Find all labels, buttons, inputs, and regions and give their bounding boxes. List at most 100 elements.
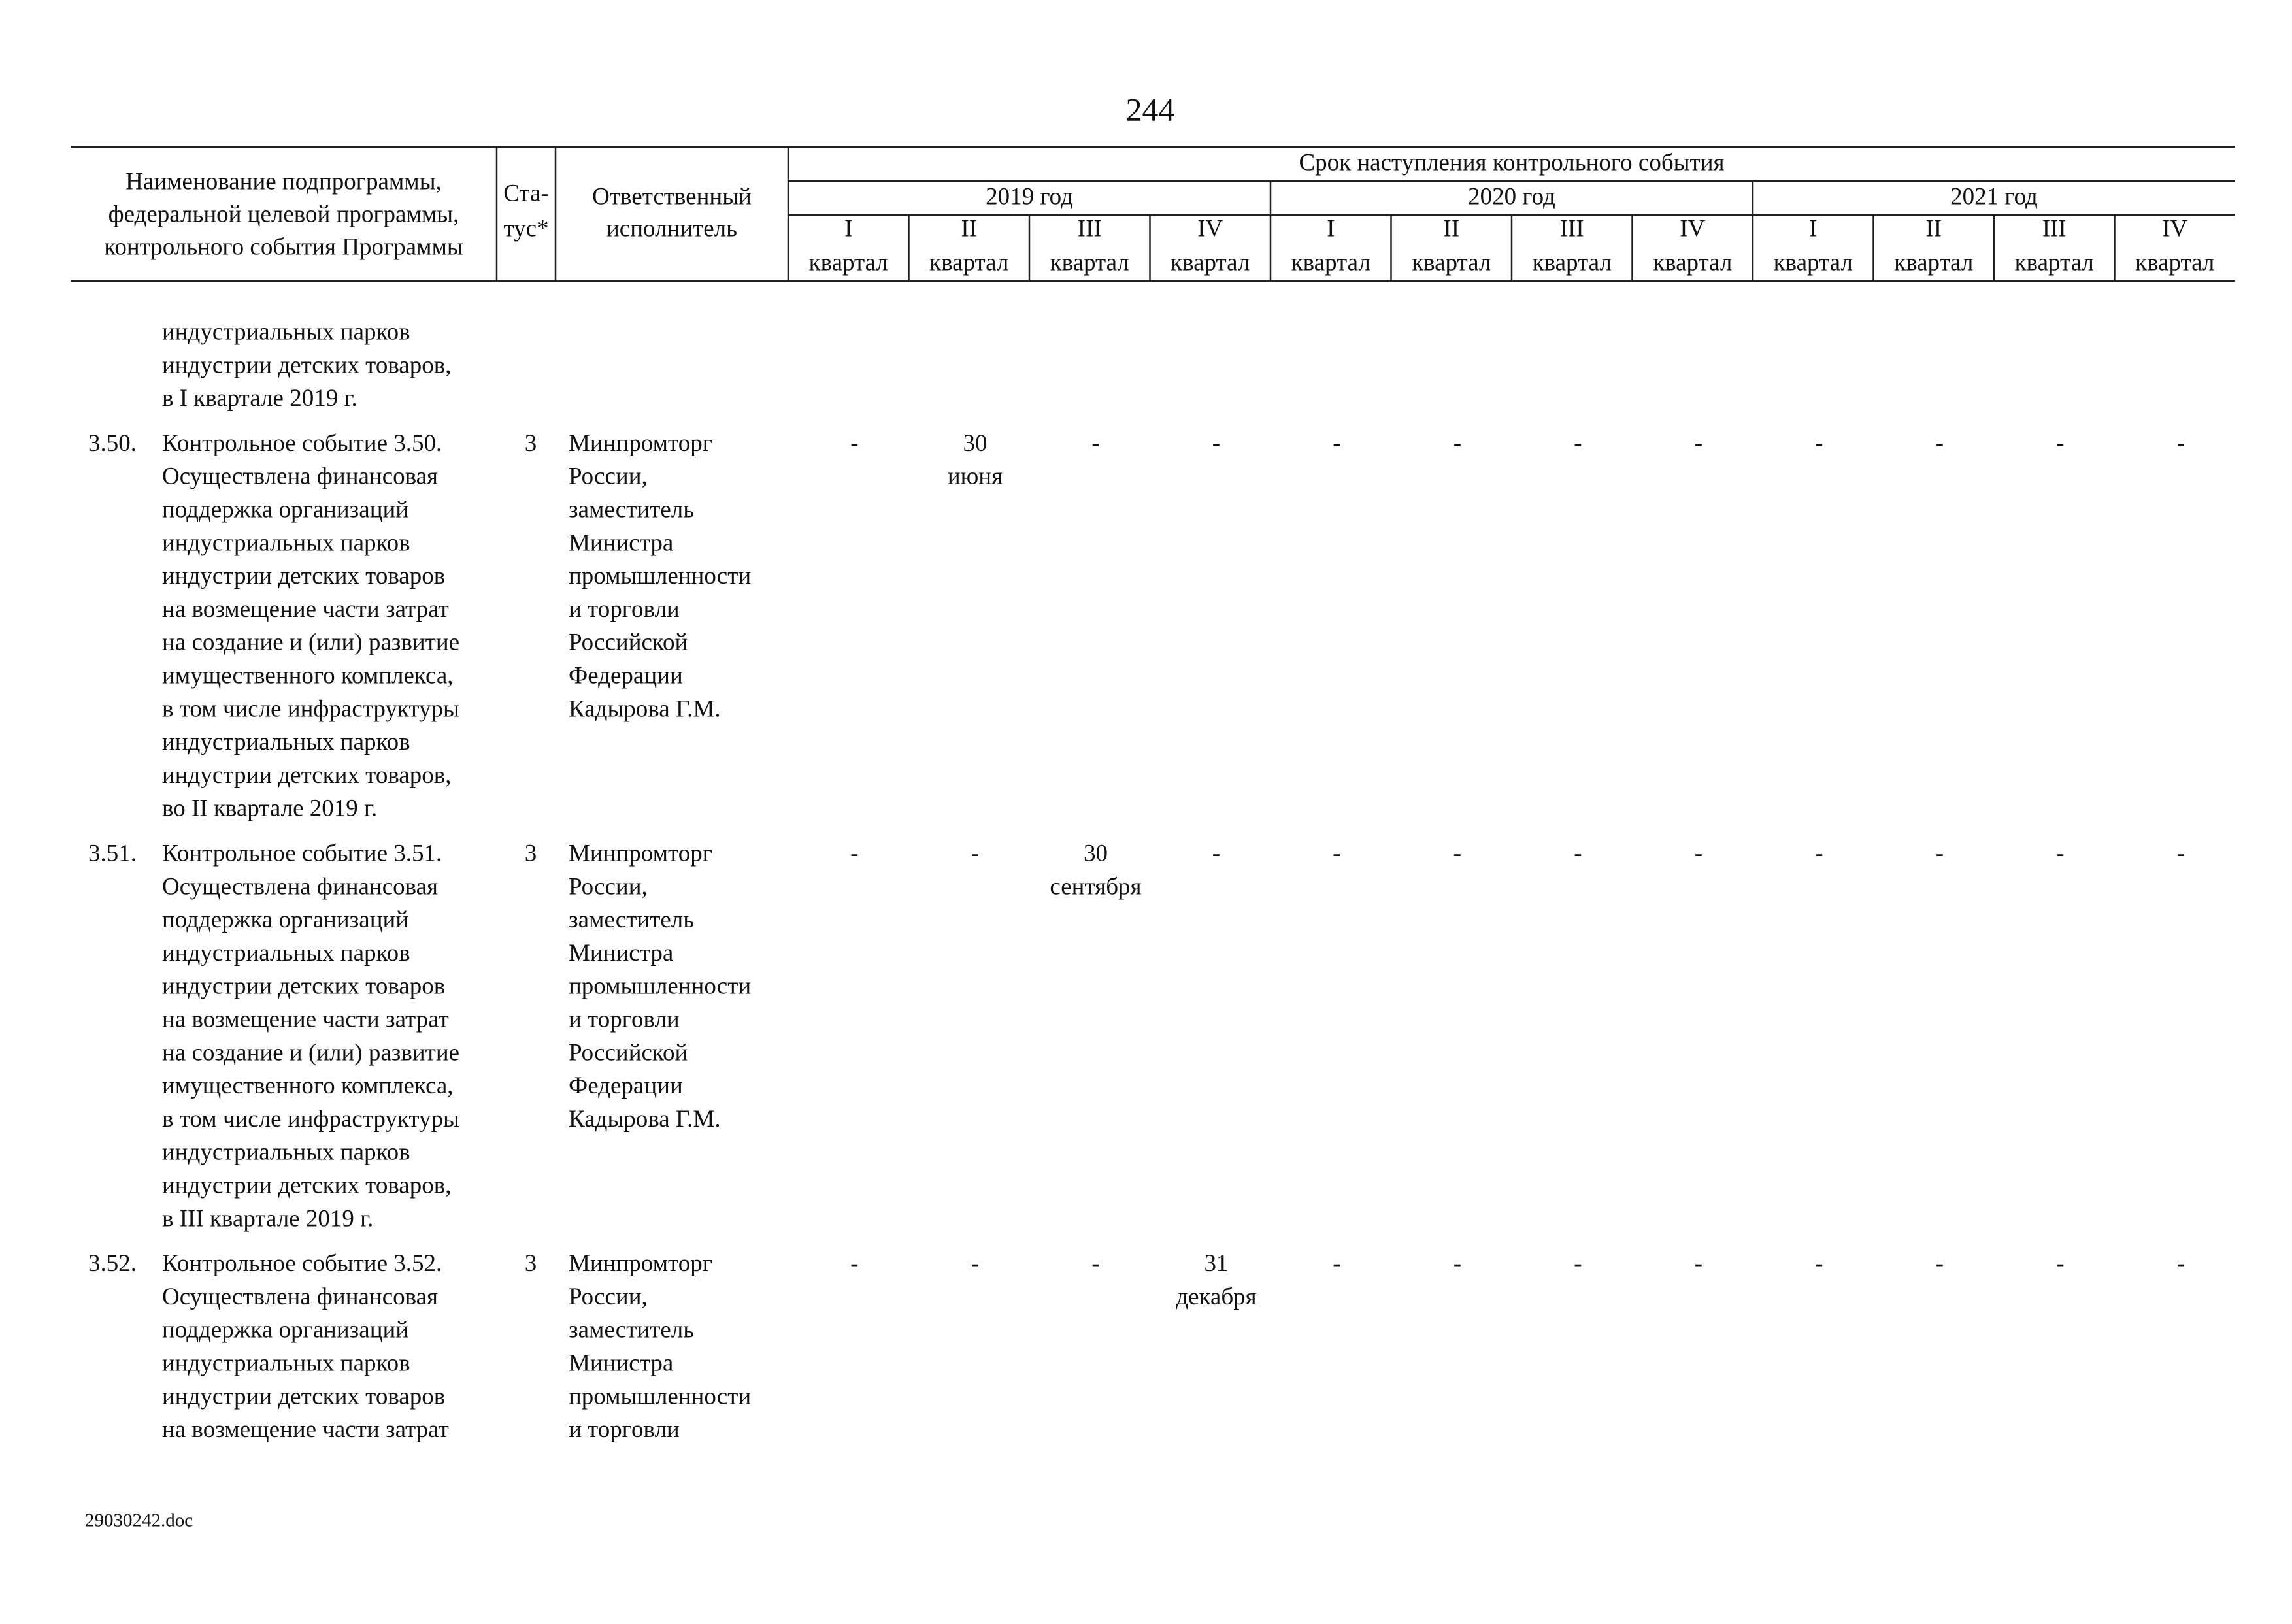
row-deadline: - <box>1936 1250 1944 1277</box>
row-name: имущественного комплекса, <box>162 662 454 689</box>
row-name: индустрии детских товаров <box>162 563 445 589</box>
row-deadline: - <box>2056 1250 2064 1277</box>
row-deadline: - <box>850 1250 858 1277</box>
row-deadline: - <box>2056 430 2064 457</box>
row-name: Осуществлена финансовая <box>162 1284 438 1310</box>
header-quarter: IV <box>2162 215 2187 242</box>
row-deadline: - <box>1815 1250 1823 1277</box>
row-deadline: - <box>1333 430 1340 457</box>
row-responsible: Минпромторг <box>569 430 712 457</box>
header-year: 2021 год <box>1950 183 2038 210</box>
header-quarter: квартал <box>1291 249 1370 276</box>
header-quarter: квартал <box>2015 249 2094 276</box>
header-quarter: II <box>1443 215 1459 242</box>
row-deadline: 30 <box>963 430 987 457</box>
row-name: на возмещение части затрат <box>162 1006 449 1033</box>
row-name: в III квартале 2019 г. <box>162 1205 373 1232</box>
row-name: индустриальных парков <box>162 318 410 345</box>
row-status: 3 <box>525 430 537 457</box>
row-responsible: Кадырова Г.М. <box>569 1106 721 1133</box>
row-responsible: и торговли <box>569 1416 680 1443</box>
row-deadline: 31 <box>1204 1250 1228 1277</box>
row-name: индустрии детских товаров, <box>162 1172 451 1199</box>
row-deadline: июня <box>948 463 1003 490</box>
row-responsible: заместитель <box>569 906 694 933</box>
header-status: Ста- <box>503 180 549 207</box>
header-quarter: квартал <box>929 249 1008 276</box>
row-responsible: Минпромторг <box>569 1250 712 1277</box>
row-responsible: Кадырова Г.М. <box>569 695 721 722</box>
header-quarter: II <box>961 215 977 242</box>
row-name: в том числе инфраструктуры <box>162 1106 459 1133</box>
header-quarter: квартал <box>1533 249 1612 276</box>
row-name: в том числе инфраструктуры <box>162 695 459 722</box>
row-responsible: Российской <box>569 629 688 656</box>
row-responsible: и торговли <box>569 596 680 623</box>
row-responsible: России, <box>569 463 648 490</box>
row-name: индустриальных парков <box>162 1139 410 1166</box>
header-name: федеральной целевой программы, <box>108 201 459 227</box>
row-number: 3.51. <box>88 840 137 867</box>
row-responsible: Министра <box>569 529 673 556</box>
row-responsible: Минпромторг <box>569 840 712 867</box>
row-name: Контрольное событие 3.50. <box>162 430 442 457</box>
header-status: тус* <box>503 215 548 242</box>
row-name: на возмещение части затрат <box>162 596 449 623</box>
header-quarter: I <box>1809 215 1817 242</box>
row-deadline: - <box>1695 1250 1702 1277</box>
row-responsible: Министра <box>569 1350 673 1376</box>
row-responsible: заместитель <box>569 496 694 523</box>
row-deadline: - <box>2056 840 2064 867</box>
row-responsible: промышленности <box>569 1383 751 1410</box>
header-quarter: III <box>2042 215 2067 242</box>
header-quarter: I <box>1327 215 1335 242</box>
header-quarter: квартал <box>1894 249 1973 276</box>
row-name: индустриальных парков <box>162 729 410 755</box>
row-responsible: Федерации <box>569 662 683 689</box>
header-quarter: квартал <box>1653 249 1732 276</box>
row-deadline: - <box>1936 430 1944 457</box>
row-responsible: и торговли <box>569 1006 680 1033</box>
row-name: на создание и (или) развитие <box>162 629 459 656</box>
row-name: индустрии детских товаров <box>162 973 445 1000</box>
row-deadline: - <box>850 840 858 867</box>
row-deadline: - <box>1091 430 1099 457</box>
row-responsible: России, <box>569 1284 648 1310</box>
row-deadline: - <box>1333 840 1340 867</box>
row-deadline: - <box>1453 840 1461 867</box>
row-name: поддержка организаций <box>162 496 408 523</box>
header-quarter: I <box>844 215 852 242</box>
header-name: контрольного события Программы <box>104 233 463 260</box>
row-deadline: - <box>1574 1250 1582 1277</box>
header-quarter: III <box>1078 215 1102 242</box>
row-deadline: - <box>971 840 979 867</box>
row-name: индустриальных парков <box>162 1350 410 1376</box>
row-name: поддержка организаций <box>162 1317 408 1344</box>
header-quarter: квартал <box>1774 249 1853 276</box>
header-quarter: IV <box>1197 215 1223 242</box>
row-deadline: - <box>1212 840 1220 867</box>
header-responsible: исполнитель <box>606 215 737 242</box>
row-status: 3 <box>525 1250 537 1277</box>
row-responsible: Министра <box>569 940 673 967</box>
header-quarter: IV <box>1680 215 1705 242</box>
row-responsible: промышленности <box>569 563 751 589</box>
row-deadline: - <box>1574 840 1582 867</box>
row-deadline: - <box>971 1250 979 1277</box>
row-name: имущественного комплекса, <box>162 1072 454 1099</box>
row-deadline: - <box>1815 430 1823 457</box>
row-number: 3.52. <box>88 1250 137 1277</box>
row-name: индустриальных парков <box>162 940 410 967</box>
row-responsible: заместитель <box>569 1317 694 1344</box>
header-quarter: квартал <box>1412 249 1491 276</box>
header-year: 2020 год <box>1468 183 1555 210</box>
footer: 29030242.doc <box>85 1510 193 1531</box>
row-deadline: - <box>1091 1250 1099 1277</box>
row-number: 3.50. <box>88 430 137 457</box>
row-name: Контрольное событие 3.52. <box>162 1250 442 1277</box>
row-deadline: 30 <box>1084 840 1108 867</box>
row-responsible: промышленности <box>569 973 751 1000</box>
header-quarter: II <box>1925 215 1942 242</box>
row-name: Контрольное событие 3.51. <box>162 840 442 867</box>
